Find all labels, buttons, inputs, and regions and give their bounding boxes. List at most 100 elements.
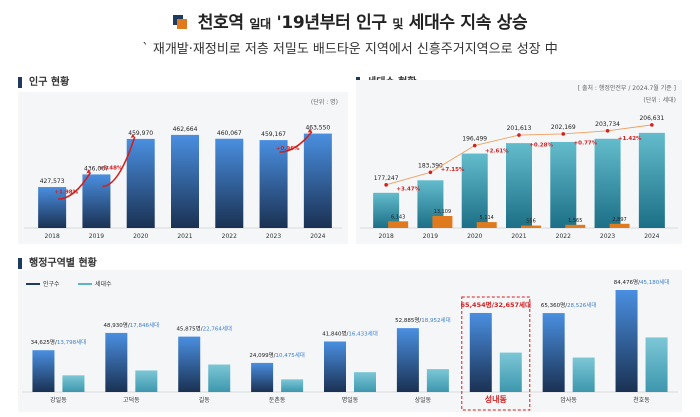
population-growth-label: +5.48%	[99, 166, 123, 172]
population-bar	[303, 133, 332, 228]
district-name-label: 명일동	[342, 396, 359, 404]
district-households-bar	[426, 369, 449, 392]
households-bar	[638, 132, 665, 228]
district-population-bar	[396, 328, 419, 392]
households-increase-label: 556	[526, 219, 536, 225]
households-chart: [ 출처 : 행정안전부 / 2024.7월 기준 ] (단위 : 세대) 177,…	[356, 80, 682, 244]
households-source-note: [ 출처 : 행정안전부 / 2024.7월 기준 ]	[578, 84, 676, 92]
district-households-value: 13,798세대	[57, 338, 86, 346]
growth-arrow	[102, 136, 136, 188]
households-year-label: 2020	[467, 233, 482, 240]
households-bar	[506, 143, 532, 228]
district-households-bar	[354, 372, 376, 392]
population-unit-note: (단위 : 명)	[311, 98, 338, 106]
district-value-label: 48,930명/17,846세대	[104, 321, 160, 329]
households-year-label: 2019	[423, 233, 438, 240]
highlight-frame	[461, 296, 531, 411]
population-year-label: 2021	[177, 233, 192, 240]
households-value-label: 203,734	[595, 121, 620, 128]
households-bar	[594, 138, 621, 228]
households-increase-bar	[476, 222, 497, 228]
population-year-label: 2020	[133, 233, 148, 240]
households-increase-label: 5,114	[480, 215, 494, 221]
households-increase-bar	[432, 216, 453, 228]
households-year-label: 2024	[644, 233, 659, 240]
households-growth-label: +7.15%	[441, 167, 465, 173]
households-trend-point	[384, 183, 388, 187]
growth-arrowhead	[86, 169, 91, 174]
district-name-label: 길동	[199, 396, 211, 404]
district-population-value: 48,930명/	[104, 322, 130, 329]
households-value-label: 196,499	[462, 136, 487, 143]
households-increase-bar	[565, 224, 586, 228]
district-value-label: 41,840명/16,433세대	[322, 329, 378, 337]
logo-icon	[172, 15, 187, 29]
population-bar	[259, 140, 288, 228]
district-name-label: 둔촌동	[269, 396, 286, 404]
district-value-label: 34,625명/13,798세대	[31, 338, 87, 346]
households-trend-point	[428, 170, 433, 175]
district-name-label: 천호동	[633, 396, 650, 404]
households-trend-point	[605, 128, 610, 133]
households-year-label: 2021	[511, 233, 526, 240]
title-part-end: 세대수 지속 상승	[408, 13, 528, 33]
households-bar	[461, 153, 488, 228]
households-increase-label: 1,565	[568, 218, 582, 224]
households-year-label: 2022	[556, 233, 571, 240]
households-growth-label: +1.42%	[618, 136, 642, 142]
households-increase-bar	[521, 225, 541, 228]
households-value-label: 202,169	[551, 124, 576, 131]
households-bar	[550, 141, 577, 228]
district-population-bar	[178, 336, 201, 392]
district-population-bar	[615, 290, 638, 392]
district-households-value: 22,764세대	[203, 325, 232, 333]
district-households-bar	[499, 352, 522, 392]
district-population-value: 84,476명/	[614, 279, 640, 286]
district-households-value: 28,526세대	[567, 301, 596, 309]
households-increase-label: 2,897	[612, 217, 626, 223]
population-growth-label: +0.96%	[276, 146, 300, 152]
population-value-label: 459,167	[261, 131, 286, 138]
households-value-label: 206,631	[639, 115, 664, 122]
growth-arrow	[58, 171, 92, 200]
page-title: 천호역 일대 '19년부터 인구 및 세대수 지속 상승	[198, 13, 528, 33]
households-increase-label: 6,143	[391, 214, 405, 220]
district-population-value: 45,875명/	[176, 326, 202, 333]
district-households-bar	[135, 370, 158, 392]
households-increase-bar	[388, 221, 409, 228]
district-population-value: 52,885명/	[395, 317, 421, 324]
district-households-bar	[62, 375, 85, 392]
population-chart: (단위 : 명) 427,573 2018 436,067 2019 459,970 202…	[18, 92, 348, 244]
households-value-label: 177,247	[374, 175, 399, 182]
districts-chart-background	[18, 270, 682, 412]
district-name-label: 암사동	[560, 396, 577, 404]
title-part-main: 천호역	[197, 13, 244, 33]
district-households-bar	[572, 357, 595, 392]
population-value-label: 459,970	[128, 130, 153, 137]
population-year-label: 2023	[266, 233, 281, 240]
district-households-value: 32,657세대	[494, 300, 531, 309]
population-section-title: 인구 현황	[18, 77, 69, 88]
households-trend-point	[472, 143, 477, 148]
district-value-label: 65,360명/28,526세대	[541, 301, 597, 309]
district-value-label: 24,099명/10,475세대	[249, 351, 305, 359]
population-value-label: 462,664	[173, 126, 198, 133]
population-bar	[82, 174, 111, 228]
population-bar	[215, 138, 244, 228]
population-year-label: 2019	[89, 233, 104, 240]
growth-arrow	[279, 131, 313, 153]
households-trend-point	[517, 133, 521, 137]
population-bar	[126, 138, 155, 228]
growth-arrowhead	[307, 128, 312, 133]
district-households-bar	[281, 379, 304, 392]
district-population-value: 41,840명/	[322, 330, 348, 337]
population-year-label: 2024	[310, 233, 325, 240]
growth-arrowhead	[130, 133, 135, 138]
district-population-bar	[105, 332, 128, 392]
district-value-label: 52,885명/18,952세대	[395, 316, 451, 324]
households-increase-bar	[609, 223, 630, 228]
district-population-value: 24,099명/	[249, 352, 275, 359]
population-year-label: 2022	[222, 233, 237, 240]
